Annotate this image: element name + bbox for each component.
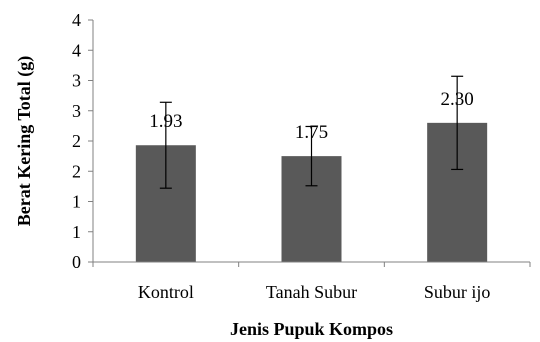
x-tick-label: Kontrol xyxy=(138,282,194,302)
y-tick-label: 1 xyxy=(72,192,81,212)
x-axis-title: Jenis Pupuk Kompos xyxy=(230,319,393,339)
y-axis-title: Berat Kering Total (g) xyxy=(14,56,35,226)
data-label: 1.75 xyxy=(295,122,328,143)
x-tick-label: Tanah Subur xyxy=(266,282,357,302)
y-tick-label: 4 xyxy=(72,40,81,60)
data-label: 2.30 xyxy=(441,89,474,110)
y-tick-label: 4 xyxy=(72,10,81,30)
y-tick-label: 2 xyxy=(72,161,81,181)
y-tick-label: 3 xyxy=(72,71,81,91)
data-labels-layer: 1.93 1.75 2.30 xyxy=(149,89,474,143)
x-ticks-layer: Kontrol Tanah Subur Subur ijo xyxy=(92,262,531,302)
data-label: 1.93 xyxy=(149,111,182,132)
x-tick-label: Subur ijo xyxy=(424,282,491,302)
y-ticks-layer: 0 1 1 2 2 3 3 4 4 xyxy=(72,10,93,272)
y-tick-label: 3 xyxy=(72,101,81,121)
y-tick-label: 2 xyxy=(72,131,81,151)
y-tick-label: 0 xyxy=(72,252,81,272)
y-tick-label: 1 xyxy=(72,222,81,242)
error-bars-layer xyxy=(159,75,464,189)
